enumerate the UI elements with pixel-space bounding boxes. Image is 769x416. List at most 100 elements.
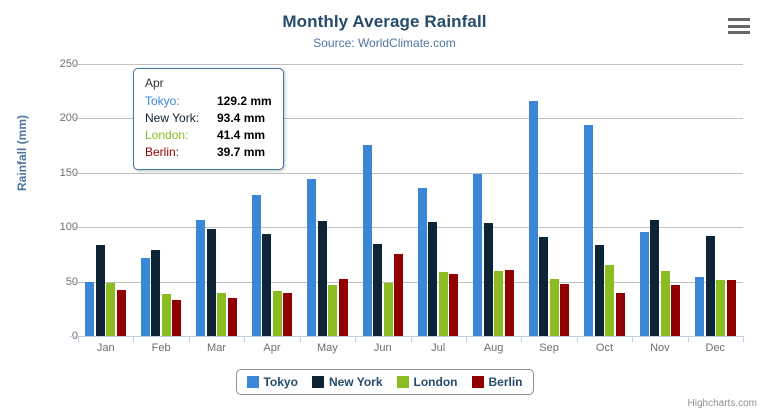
x-axis-tick-mark — [244, 336, 246, 342]
bar-new-york-jan[interactable] — [95, 245, 105, 336]
legend-swatch-icon — [396, 376, 409, 388]
x-axis-tick-mark — [188, 336, 190, 342]
bar-group — [78, 64, 133, 336]
tooltip-series-value: 39.7 mm — [217, 145, 266, 159]
y-axis-tick-label: 100 — [59, 221, 78, 234]
bar-berlin-sep[interactable] — [560, 284, 570, 336]
bar-london-aug[interactable] — [494, 271, 504, 336]
bar-london-dec[interactable] — [716, 280, 726, 336]
bar-group — [521, 64, 576, 336]
x-axis-tick-mark — [78, 336, 79, 342]
legend-item-london[interactable]: London — [396, 375, 458, 389]
tooltip-series-name: Tokyo: — [145, 94, 180, 108]
bar-new-york-apr[interactable] — [262, 234, 272, 336]
y-axis-title: Rainfall (mm) — [15, 115, 29, 192]
bar-new-york-feb[interactable] — [151, 250, 161, 336]
bar-group — [688, 64, 743, 336]
tooltip-series-name: Berlin: — [145, 145, 180, 159]
y-axis-tick-mark — [70, 172, 76, 174]
bar-group — [300, 64, 355, 336]
x-axis-tick-mark — [410, 336, 412, 342]
x-axis-tick-label: Mar — [207, 342, 226, 354]
bar-berlin-jul[interactable] — [449, 273, 459, 336]
bar-tokyo-jun[interactable] — [362, 144, 372, 336]
bar-berlin-nov[interactable] — [671, 285, 681, 336]
x-axis-tick-mark — [299, 336, 301, 342]
legend-swatch-icon — [311, 376, 324, 388]
bar-tokyo-may[interactable] — [307, 179, 317, 336]
bar-new-york-jul[interactable] — [428, 221, 438, 336]
tooltip-series-value: 41.4 mm — [217, 128, 266, 142]
tooltip-row: New York: 93.4 mm — [145, 110, 272, 127]
bar-tokyo-mar[interactable] — [196, 220, 206, 336]
bar-tokyo-sep[interactable] — [528, 100, 538, 336]
bar-london-feb[interactable] — [161, 293, 171, 336]
bar-new-york-sep[interactable] — [539, 236, 549, 336]
hamburger-menu-icon[interactable] — [727, 16, 751, 36]
bar-london-mar[interactable] — [217, 293, 227, 336]
tooltip-row: Tokyo: 129.2 mm — [145, 93, 272, 110]
gridline — [78, 172, 743, 174]
bar-group — [355, 64, 410, 336]
bar-tokyo-aug[interactable] — [473, 174, 483, 336]
bar-new-york-dec[interactable] — [705, 235, 715, 336]
x-axis-tick-mark — [465, 336, 467, 342]
bar-berlin-feb[interactable] — [172, 299, 182, 336]
bar-london-nov[interactable] — [660, 271, 670, 336]
tooltip-row: London: 41.4 mm — [145, 127, 272, 144]
legend-label: New York — [328, 375, 383, 389]
x-axis-tick-label: Jul — [431, 342, 446, 354]
x-axis-tick-mark — [632, 336, 634, 342]
legend-item-new-york[interactable]: New York — [311, 375, 383, 389]
x-axis-tick-mark — [576, 336, 578, 342]
bar-london-apr[interactable] — [272, 290, 282, 336]
bar-group — [189, 64, 244, 336]
bar-berlin-dec[interactable] — [726, 280, 736, 336]
y-axis-tick-mark — [70, 227, 76, 229]
bar-london-may[interactable] — [328, 284, 338, 336]
x-axis-tick-label: May — [316, 342, 338, 354]
bar-tokyo-apr[interactable] — [251, 195, 261, 336]
credits-label[interactable]: Highcharts.com — [687, 398, 757, 409]
bar-group — [133, 64, 188, 336]
bar-london-sep[interactable] — [549, 279, 559, 336]
bar-london-jul[interactable] — [438, 271, 448, 336]
x-axis-tick-label: Sep — [539, 342, 559, 354]
bar-new-york-oct[interactable] — [594, 245, 604, 336]
x-axis-tick-label: Aug — [483, 342, 504, 354]
hamburger-bar-3 — [728, 31, 750, 34]
bar-berlin-oct[interactable] — [615, 293, 625, 336]
y-axis-tick-label: 150 — [59, 166, 78, 179]
bar-tokyo-feb[interactable] — [140, 258, 150, 336]
x-axis-tick-label: Jan — [96, 342, 115, 354]
legend-item-tokyo[interactable]: Tokyo — [246, 375, 298, 389]
bar-berlin-aug[interactable] — [504, 270, 514, 336]
bar-berlin-jun[interactable] — [394, 253, 404, 336]
tooltip-series-value: 129.2 mm — [217, 94, 272, 108]
gridline — [78, 118, 743, 120]
bar-tokyo-dec[interactable] — [695, 276, 705, 336]
bar-berlin-jan[interactable] — [116, 289, 126, 336]
chart-tooltip: Apr Tokyo: 129.2 mm New York: 93.4 mm London… — [133, 68, 284, 170]
bar-new-york-nov[interactable] — [650, 220, 660, 336]
legend-item-berlin[interactable]: Berlin — [471, 375, 523, 389]
bar-tokyo-nov[interactable] — [639, 232, 649, 336]
bar-berlin-apr[interactable] — [283, 292, 293, 336]
bar-tokyo-jan[interactable] — [85, 281, 95, 336]
tooltip-series-name: New York: — [145, 111, 200, 125]
bar-group — [632, 64, 687, 336]
bar-tokyo-jul[interactable] — [417, 188, 427, 336]
hamburger-bar-2 — [728, 24, 750, 28]
bar-london-oct[interactable] — [605, 265, 615, 336]
bar-london-jun[interactable] — [383, 283, 393, 336]
bar-tokyo-oct[interactable] — [584, 124, 594, 336]
bar-new-york-mar[interactable] — [206, 228, 216, 336]
bar-new-york-aug[interactable] — [483, 222, 493, 336]
bar-berlin-mar[interactable] — [227, 298, 237, 336]
bar-london-jan[interactable] — [106, 282, 116, 336]
bar-berlin-may[interactable] — [338, 278, 348, 336]
y-axis-tick-label: 250 — [59, 58, 78, 70]
bar-new-york-jun[interactable] — [373, 244, 383, 336]
bar-new-york-may[interactable] — [317, 220, 327, 336]
